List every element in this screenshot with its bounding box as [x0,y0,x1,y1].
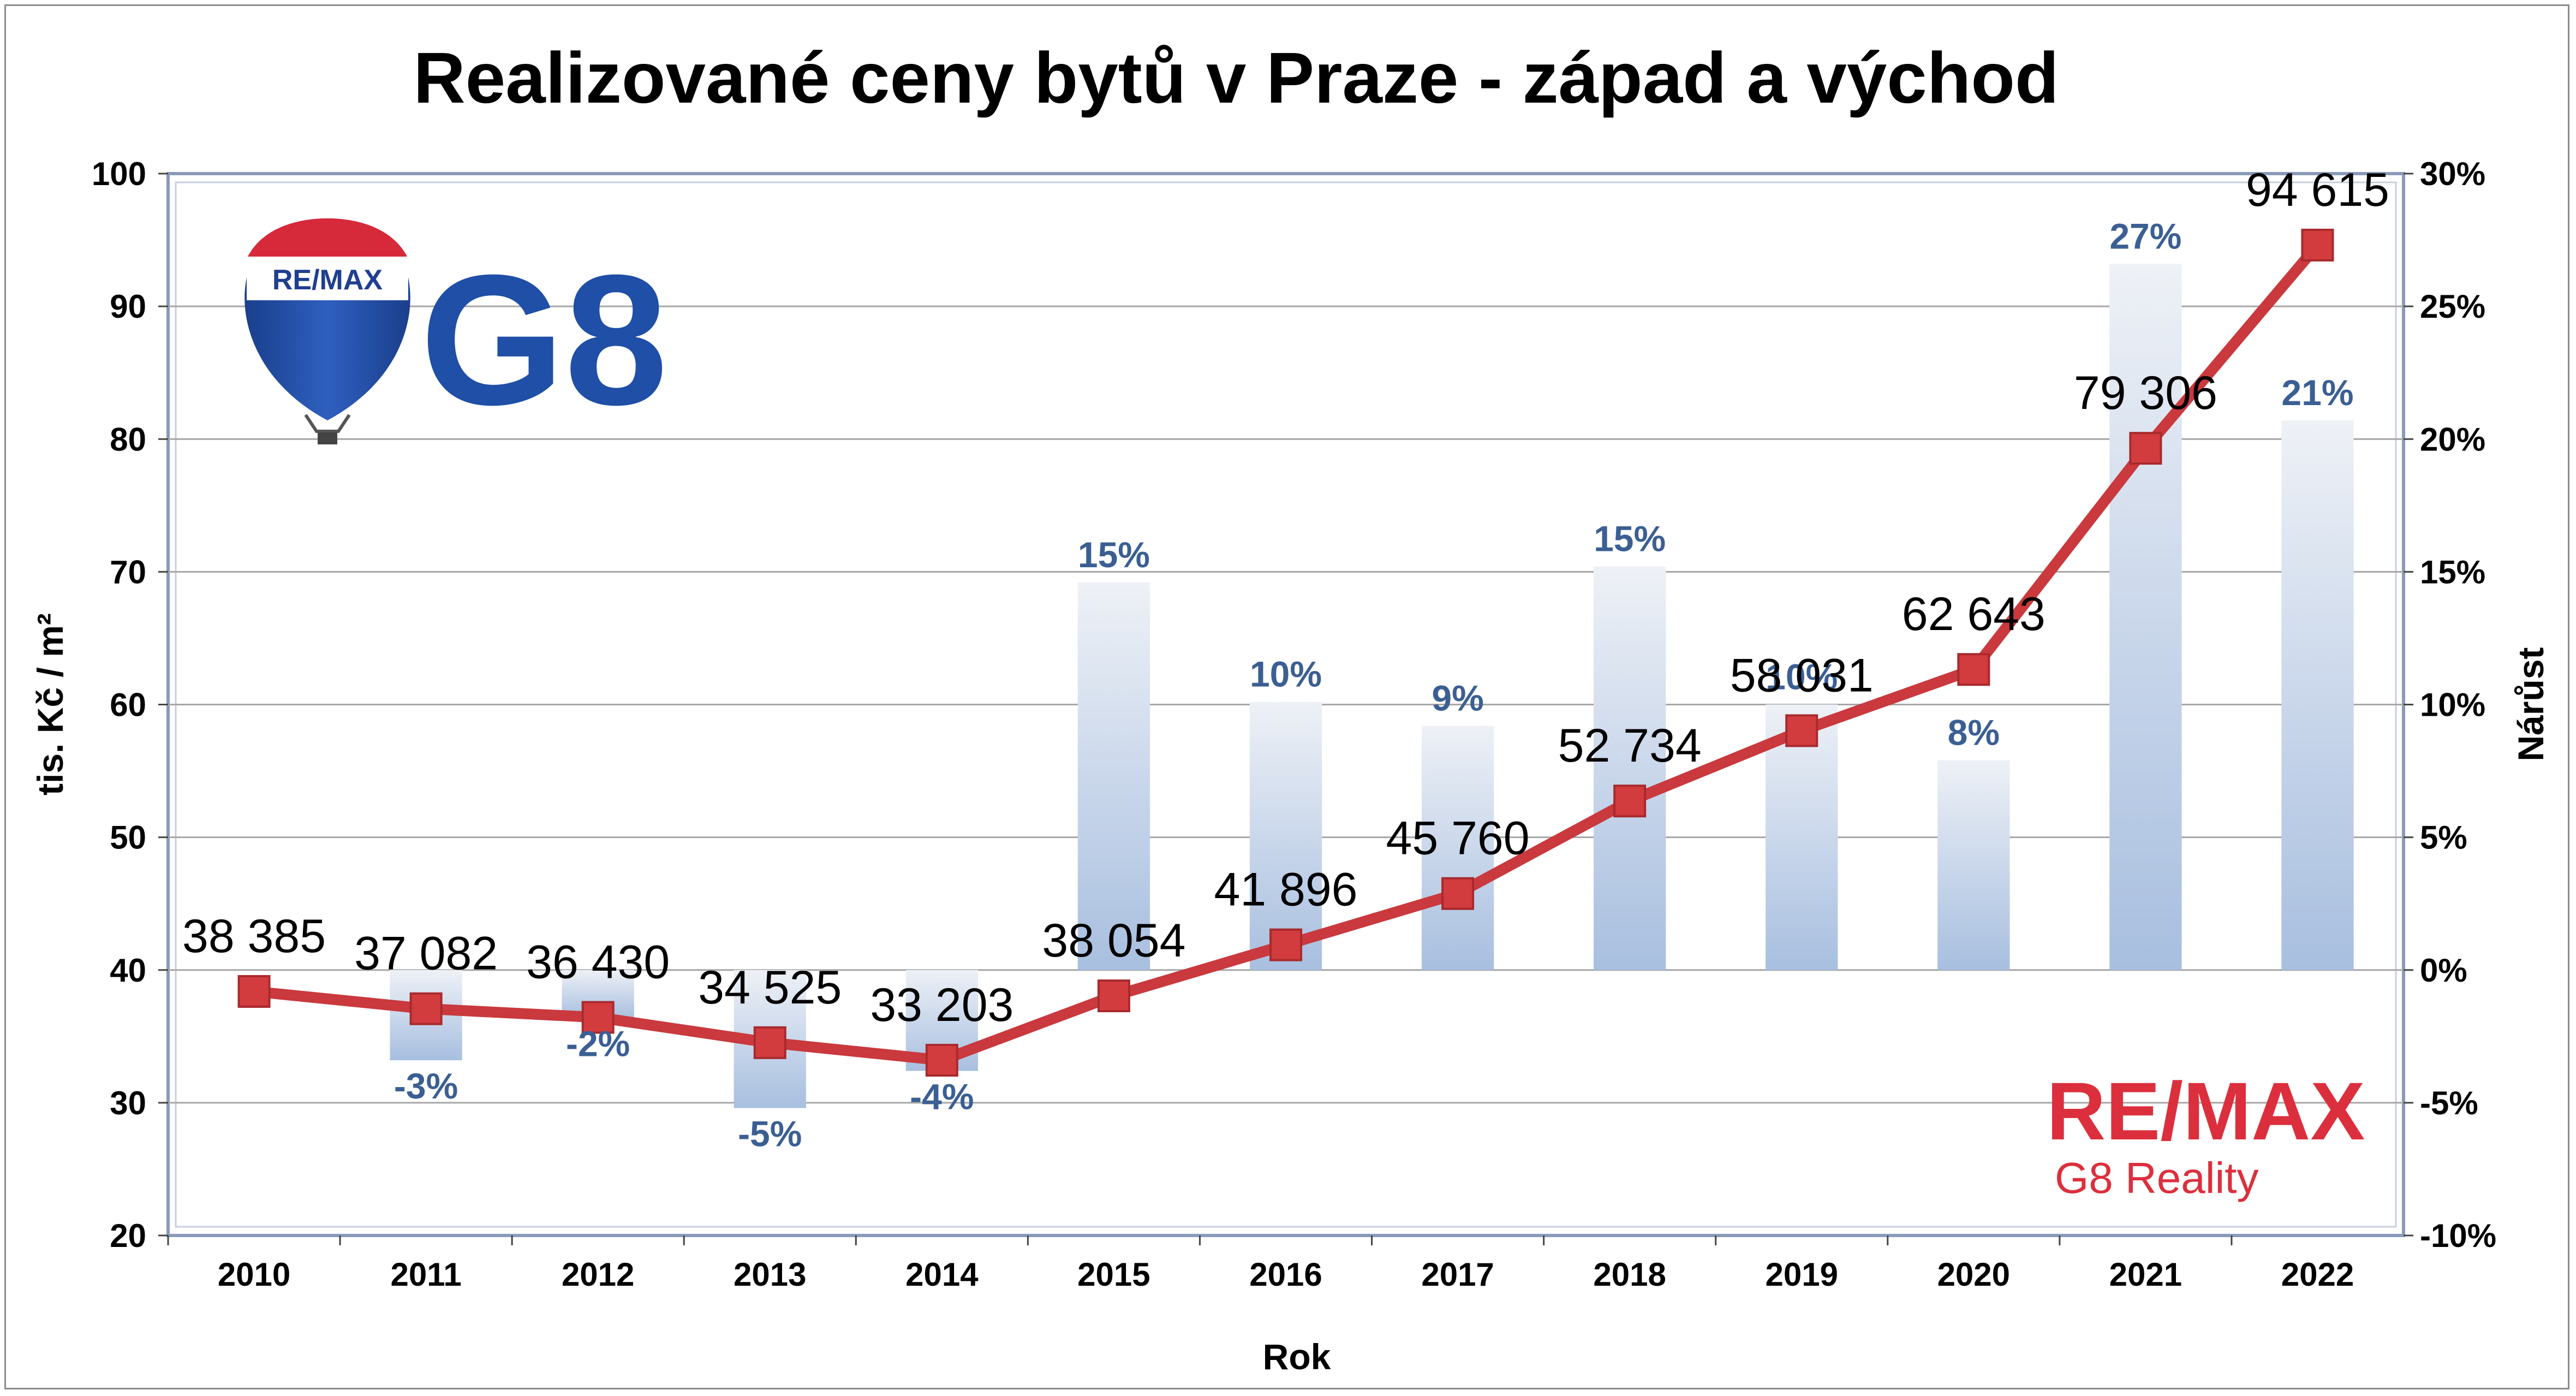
growth-bar [1077,582,1150,970]
price-marker [1957,653,1990,686]
growth-label: 9% [1432,678,1483,718]
balloon-text: RE/MAX [272,264,383,296]
growth-bar [1937,760,2010,970]
price-marker [753,1026,786,1059]
price-marker [237,975,271,1008]
growth-label: -2% [566,1023,630,1064]
y-left-tick-label: 20 [110,1217,146,1254]
growth-label: -5% [738,1114,802,1154]
remax-balloon-logo: RE/MAX [245,218,410,444]
y-left-tick-label: 40 [110,952,146,989]
growth-label: 10% [1766,657,1838,697]
x-tick-label: 2017 [1421,1256,1494,1293]
price-label: 62 643 [1902,588,2046,640]
growth-label: 21% [2281,372,2353,413]
y-left-tick-label: 30 [110,1085,146,1121]
price-line [237,228,2334,1077]
price-label: 36 430 [526,936,670,989]
price-marker [581,1001,615,1034]
price-label: 58 031 [1730,649,1874,702]
price-marker [925,1044,958,1077]
x-tick-label: 2010 [218,1256,290,1293]
x-tick-label: 2012 [562,1256,634,1293]
y-left-tick-label: 90 [110,288,146,325]
price-marker [2301,228,2334,262]
chart-title: Realizované ceny bytů v Praze - západ a … [413,38,2059,118]
growth-bar [1249,702,1322,970]
price-label: 38 385 [182,910,326,963]
y-left-tick-label: 70 [110,554,146,590]
y-right-tick-label: 25% [2420,288,2485,325]
price-marker [2129,432,2162,465]
y-left-tick-label: 80 [110,421,146,458]
x-tick-label: 2013 [734,1256,806,1293]
y-axis-title-right: Nárůst [2511,647,2551,761]
price-label: 52 734 [1558,720,1702,772]
price-label: 38 054 [1042,914,1185,967]
price-label: 41 896 [1214,864,1357,916]
price-label: 94 615 [2246,164,2389,216]
growth-label: 15% [1594,519,1666,559]
x-tick-label: 2015 [1077,1256,1150,1293]
price-marker [409,992,443,1025]
x-axis-title: Rok [1263,1336,1331,1377]
y-right-tick-label: 20% [2420,421,2485,458]
data-labels: -3% -2% -5% -4% 15% 10% 9% 15% 10% 8% 27% 21% 38 385… [182,164,2389,1154]
y-axis-title-left: tis. Kč / m² [30,613,70,795]
x-tick-label: 2020 [1937,1256,2010,1293]
x-tick-label: 2022 [2281,1256,2354,1293]
growth-label: 15% [1078,534,1150,575]
y-right-tick-label: 30% [2420,156,2485,192]
growth-label: 10% [1250,654,1322,694]
growth-bar [1421,726,1494,970]
g8-reality-text: G8 Reality [2055,1154,2258,1202]
growth-label: 27% [2109,216,2181,256]
y-right-tick-label: 10% [2420,687,2485,723]
x-tick-label: 2018 [1593,1256,1666,1293]
remax-brand-text: RE/MAX [2047,1065,2365,1157]
price-marker [1441,877,1475,910]
growth-bar [1593,566,1666,970]
y-left-tick-label: 100 [92,156,146,192]
price-label: 45 760 [1386,812,1530,865]
y-right-tick-label: -10% [2420,1217,2496,1254]
price-marker [1269,928,1302,961]
growth-label: 8% [1948,712,2000,753]
x-tick-label: 2016 [1249,1256,1322,1293]
y-left-tick-label: 50 [110,819,146,856]
growth-bar [2281,420,2354,970]
growth-bar [1766,704,1838,970]
y-right-tick-label: -5% [2420,1085,2478,1121]
price-marker [1097,979,1130,1013]
price-marker [1613,785,1647,818]
y-right-tick-label: 5% [2420,819,2467,856]
price-label: 37 082 [354,928,498,980]
y-right-tick-label: 15% [2420,554,2485,590]
x-tick-label: 2021 [2109,1256,2182,1293]
x-tick-label: 2014 [905,1256,979,1293]
x-tick-label: 2011 [391,1256,462,1293]
x-tick-label: 2019 [1765,1256,1838,1293]
growth-label: -4% [910,1077,974,1117]
price-label: 34 525 [698,961,842,1014]
y-right-tick-label: 0% [2420,952,2467,989]
axis-ticks: 20 30 40 50 60 70 80 90 100 -10% -5% 0% 5% 10% 15% 20% 2… [92,156,2496,1293]
price-marker [1785,714,1818,747]
price-label: 79 306 [2074,367,2217,419]
growth-bar [2109,264,2182,970]
growth-bars [390,264,2354,1108]
g8-logo: G8 [420,236,668,444]
price-label: 33 203 [870,979,1013,1031]
growth-label: -3% [394,1066,458,1106]
y-left-tick-label: 60 [110,687,146,723]
